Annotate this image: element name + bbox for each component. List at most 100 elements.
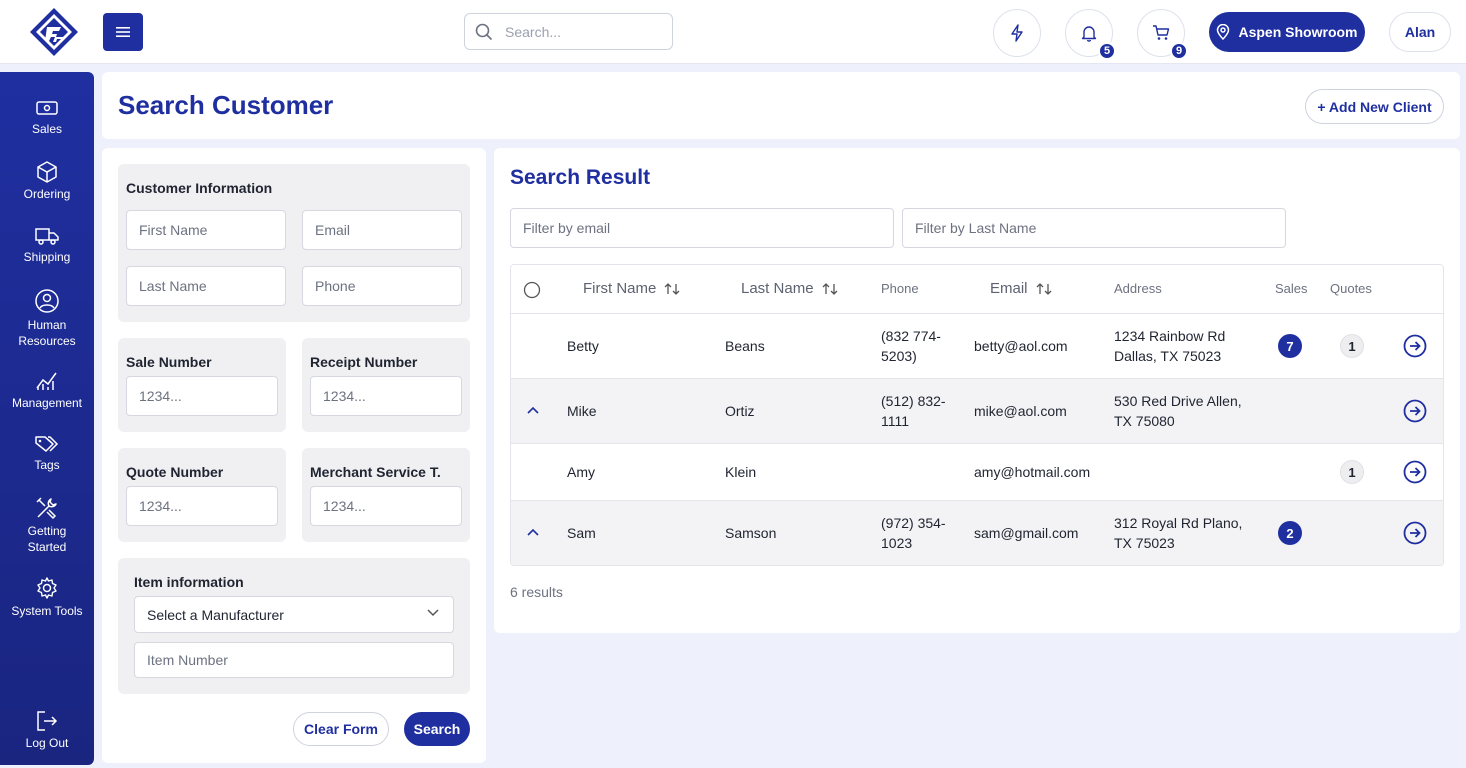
sales-count-badge[interactable]: 7 <box>1278 334 1302 358</box>
cash-icon <box>36 101 58 115</box>
item-number-field[interactable] <box>134 642 454 678</box>
cell-phone-line1: (832 774- <box>881 328 941 344</box>
chevron-down-icon <box>427 609 439 617</box>
column-quotes-label: Quotes <box>1330 281 1372 296</box>
menu-toggle-button[interactable] <box>103 13 143 51</box>
global-search[interactable] <box>464 13 673 50</box>
cell-phone-line2: 5203) <box>881 348 917 364</box>
column-email[interactable]: Email <box>990 280 1052 297</box>
last-name-field[interactable] <box>126 266 286 306</box>
receipt-number-field[interactable] <box>310 376 462 416</box>
logout-label: Log Out <box>25 736 69 750</box>
sidebar-item-tags[interactable]: Tags <box>0 434 94 473</box>
global-search-input[interactable] <box>505 23 655 40</box>
sidebar-item-label: System Tools <box>11 604 83 618</box>
column-quotes: Quotes <box>1330 281 1372 296</box>
sidebar-item-human-resources[interactable]: Human Resources <box>0 288 94 349</box>
chevron-up-icon[interactable] <box>526 405 540 415</box>
select-all-radio[interactable] <box>523 281 541 299</box>
clear-form-button[interactable]: Clear Form <box>293 712 389 746</box>
manufacturer-select[interactable]: Select a Manufacturer <box>134 596 454 633</box>
user-name: Alan <box>1404 24 1436 40</box>
arrow-right-circle-icon[interactable] <box>1403 399 1427 423</box>
cart-icon <box>1153 25 1170 40</box>
sidebar-item-shipping[interactable]: Shipping <box>0 226 94 265</box>
sidebar-item-getting-started[interactable]: Getting Started <box>0 496 94 555</box>
phone-field[interactable] <box>302 266 462 306</box>
company-logo-icon[interactable] <box>28 6 80 58</box>
quotes-count-badge[interactable]: 1 <box>1340 334 1364 358</box>
column-last-name[interactable]: Last Name <box>741 280 838 297</box>
sort-icon <box>664 282 680 295</box>
filter-last-name-input[interactable] <box>902 208 1286 248</box>
sidebar-item-label: Ordering <box>23 187 71 201</box>
chevron-up-icon[interactable] <box>526 527 540 537</box>
search-form-panel: Customer Information Sale Number Receipt… <box>102 148 486 763</box>
manufacturer-select-value: Select a Manufacturer <box>147 606 284 623</box>
sale-number-group: Sale Number <box>118 338 286 432</box>
sidebar-item-label: Shipping <box>23 250 71 264</box>
sidebar-item-label: Human Resources <box>18 318 76 348</box>
sale-number-title: Sale Number <box>126 354 212 370</box>
table-row[interactable]: Amy Klein amy@hotmail.com 1 <box>511 444 1443 501</box>
column-last-name-label: Last Name <box>741 280 814 297</box>
cell-phone-line1: (972) 354- <box>881 515 946 531</box>
quotes-count-badge[interactable]: 1 <box>1340 460 1364 484</box>
first-name-field[interactable] <box>126 210 286 250</box>
table-row[interactable]: Betty Beans (832 774- 5203) betty@aol.co… <box>511 314 1443 379</box>
quote-number-field[interactable] <box>126 486 278 526</box>
sidebar-item-sales[interactable]: Sales <box>0 98 94 137</box>
bell-icon <box>1081 26 1097 42</box>
user-menu-button[interactable]: Alan <box>1389 12 1451 52</box>
cell-last-name: Ortiz <box>725 403 755 419</box>
location-selector-button[interactable]: Aspen Showroom <box>1209 12 1365 52</box>
notifications-button[interactable]: 5 <box>1065 9 1116 60</box>
sidebar-item-management[interactable]: Management <box>0 368 94 411</box>
table-row[interactable]: Mike Ortiz (512) 832- 1111 mike@aol.com … <box>511 379 1443 444</box>
sidebar: Sales Ordering Shipping Human Resources … <box>0 72 94 765</box>
notifications-count-badge: 5 <box>1098 42 1116 60</box>
quick-action-button[interactable] <box>993 9 1041 57</box>
column-address-label: Address <box>1114 281 1162 296</box>
cell-phone-line2: 1023 <box>881 535 913 551</box>
cell-email: amy@hotmail.com <box>974 464 1091 480</box>
column-address: Address <box>1114 281 1162 296</box>
box-icon <box>37 161 57 183</box>
sales-count-badge[interactable]: 2 <box>1278 521 1302 545</box>
table-row[interactable]: Sam Samson (972) 354- 1023 sam@gmail.com… <box>511 501 1443 565</box>
arrow-right-circle-icon[interactable] <box>1403 460 1427 484</box>
column-phone: Phone <box>881 281 919 296</box>
search-button[interactable]: Search <box>404 712 470 746</box>
cell-last-name: Klein <box>725 464 757 480</box>
arrow-right-circle-icon[interactable] <box>1403 521 1427 545</box>
column-first-name[interactable]: First Name <box>583 280 680 297</box>
item-information-group: Item information Select a Manufacturer <box>118 558 470 694</box>
cart-button[interactable]: 9 <box>1137 9 1188 60</box>
cell-first-name: Sam <box>567 525 596 541</box>
item-information-title: Item information <box>134 574 244 590</box>
filter-email-input[interactable] <box>510 208 894 248</box>
quote-number-group: Quote Number <box>118 448 286 542</box>
sidebar-item-system-tools[interactable]: System Tools <box>0 576 94 619</box>
receipt-number-title: Receipt Number <box>310 354 418 370</box>
lightning-icon <box>1011 24 1023 42</box>
sort-icon <box>1036 282 1051 295</box>
page-header: Search Customer + Add New Client <box>102 72 1460 139</box>
cart-count-badge: 9 <box>1170 42 1188 60</box>
merchant-service-field[interactable] <box>310 486 462 526</box>
person-icon <box>35 289 59 313</box>
result-count: 6 results <box>510 584 563 600</box>
sale-number-field[interactable] <box>126 376 278 416</box>
sidebar-item-ordering[interactable]: Ordering <box>0 161 94 202</box>
cell-email: betty@aol.com <box>974 338 1068 354</box>
column-email-label: Email <box>990 280 1028 297</box>
cell-first-name: Amy <box>567 464 595 480</box>
email-field[interactable] <box>302 210 462 250</box>
arrow-right-circle-icon[interactable] <box>1403 334 1427 358</box>
cell-last-name: Samson <box>725 525 777 541</box>
location-label: Aspen Showroom <box>1238 24 1358 40</box>
add-new-client-button[interactable]: + Add New Client <box>1305 89 1444 124</box>
logout-icon <box>37 711 58 731</box>
cell-address-line1: 530 Red Drive Allen, <box>1114 393 1242 409</box>
logout-button[interactable]: Log Out <box>0 710 94 751</box>
